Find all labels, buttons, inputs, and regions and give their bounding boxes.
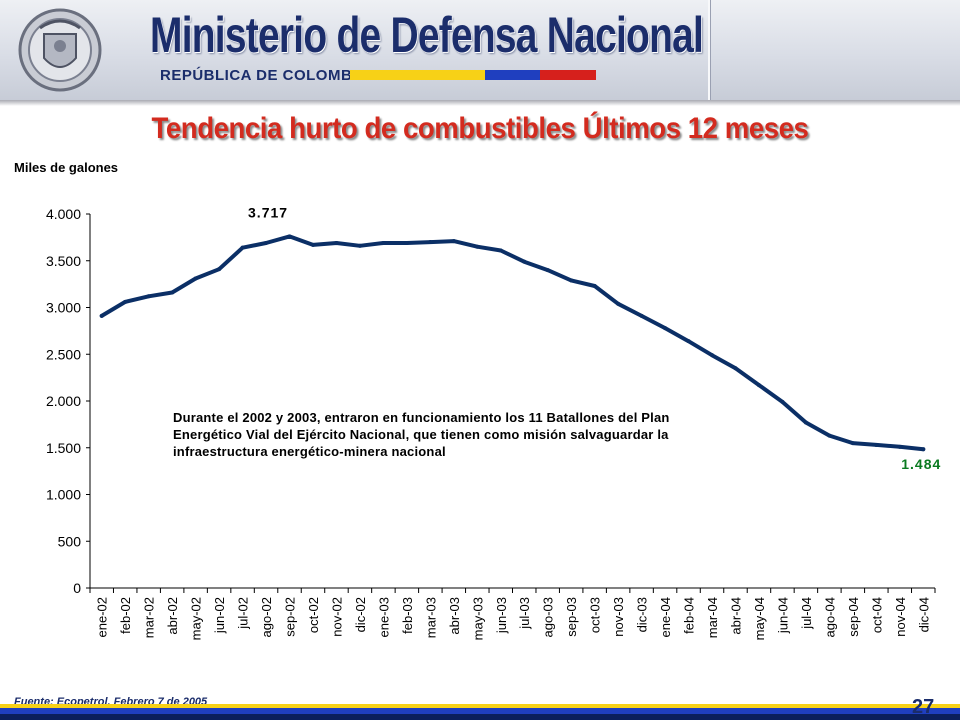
data-point: [334, 240, 339, 245]
x-tick-label: abr-04: [728, 597, 743, 635]
x-tick-label: ene-02: [95, 597, 110, 637]
data-label: 3.717: [248, 204, 288, 220]
data-point: [264, 240, 269, 245]
ministry-banner: Ministerio de Defensa Nacional REPÚBLICA…: [0, 0, 960, 100]
x-tick-label: abr-02: [165, 597, 180, 635]
x-tick-label: mar-03: [423, 597, 438, 638]
x-tick-label: ene-04: [658, 597, 673, 637]
x-tick-label: ago-04: [822, 597, 837, 637]
x-tick-label: oct-02: [306, 597, 321, 633]
x-tick-label: nov-04: [893, 597, 908, 637]
x-tick-label: mar-04: [705, 597, 720, 638]
x-tick-label: dic-02: [353, 597, 368, 632]
x-tick-label: feb-02: [118, 597, 133, 634]
data-point: [170, 290, 175, 295]
coat-of-arms-logo: [18, 8, 102, 92]
x-tick-label: oct-03: [588, 597, 603, 633]
republic-subtitle: REPÚBLICA DE COLOMBIA: [160, 67, 369, 84]
x-tick-label: sep-04: [846, 597, 861, 637]
header-shadow: [0, 100, 960, 106]
y-tick-label: 3.500: [46, 253, 81, 269]
data-point: [381, 240, 386, 245]
data-point: [193, 276, 198, 281]
x-tick-label: ene-03: [376, 597, 391, 637]
data-point: [616, 301, 621, 306]
data-point: [827, 433, 832, 438]
x-tick-label: jun-03: [494, 597, 509, 634]
data-label: 1.484: [901, 456, 941, 472]
x-tick-label: jun-04: [775, 597, 790, 634]
x-tick-label: dic-04: [916, 597, 931, 632]
y-tick-label: 2.500: [46, 346, 81, 362]
data-point: [756, 383, 761, 388]
data-point: [310, 242, 315, 247]
data-point: [99, 313, 104, 318]
x-tick-label: nov-02: [329, 597, 344, 637]
data-point: [287, 234, 292, 239]
data-point: [498, 248, 503, 253]
data-point: [733, 366, 738, 371]
x-tick-label: jun-02: [212, 597, 227, 634]
y-tick-label: 0: [73, 580, 81, 596]
data-point: [897, 444, 902, 449]
y-tick-label: 1.500: [46, 440, 81, 456]
header-divider-shadow: [710, 0, 711, 100]
data-point: [428, 240, 433, 245]
data-point: [639, 313, 644, 318]
data-point: [663, 326, 668, 331]
x-tick-label: ago-02: [259, 597, 274, 637]
data-point: [850, 441, 855, 446]
x-tick-label: may-02: [189, 597, 204, 640]
data-point: [522, 259, 527, 264]
y-tick-label: 1.000: [46, 487, 81, 503]
footer-flag-bar: [0, 704, 960, 720]
chart-annotation: Durante el 2002 y 2003, entraron en func…: [173, 410, 670, 459]
data-point: [451, 239, 456, 244]
data-point: [710, 353, 715, 358]
data-point: [780, 399, 785, 404]
data-point: [874, 442, 879, 447]
x-tick-label: nov-03: [611, 597, 626, 637]
data-point: [686, 339, 691, 344]
x-tick-label: sep-03: [564, 597, 579, 637]
x-tick-label: jul-03: [517, 597, 532, 630]
x-tick-label: sep-02: [283, 597, 298, 637]
flag-stripe: [350, 70, 596, 80]
data-point: [803, 420, 808, 425]
x-tick-label: oct-04: [869, 597, 884, 633]
ministry-title: Ministerio de Defensa Nacional: [150, 7, 704, 63]
data-point: [146, 294, 151, 299]
y-tick-label: 3.000: [46, 300, 81, 316]
header-divider: [708, 0, 710, 100]
y-tick-label: 500: [58, 533, 82, 549]
data-point: [475, 244, 480, 249]
data-point: [217, 267, 222, 272]
y-axis-label: Miles de galones: [14, 160, 119, 175]
y-tick-label: 4.000: [46, 206, 81, 222]
data-point: [545, 268, 550, 273]
data-point: [592, 283, 597, 288]
data-point: [240, 245, 245, 250]
x-tick-label: jul-04: [799, 597, 814, 630]
x-tick-label: mar-02: [142, 597, 157, 638]
y-tick-label: 2.000: [46, 393, 81, 409]
data-point: [123, 299, 128, 304]
x-tick-label: ago-03: [541, 597, 556, 637]
x-tick-label: feb-03: [400, 597, 415, 634]
data-point: [357, 243, 362, 248]
x-tick-label: jul-02: [236, 597, 251, 630]
x-tick-label: may-04: [752, 597, 767, 640]
data-point: [569, 278, 574, 283]
data-point: [404, 240, 409, 245]
x-tick-label: dic-03: [635, 597, 650, 632]
x-tick-label: may-03: [470, 597, 485, 640]
data-point: [921, 447, 926, 452]
x-tick-label: abr-03: [447, 597, 462, 635]
x-tick-label: feb-04: [682, 597, 697, 634]
page-number: 27: [912, 696, 935, 718]
series-line: [99, 234, 926, 452]
chart-title: Tendencia hurto de combustibles Últimos …: [151, 112, 809, 145]
